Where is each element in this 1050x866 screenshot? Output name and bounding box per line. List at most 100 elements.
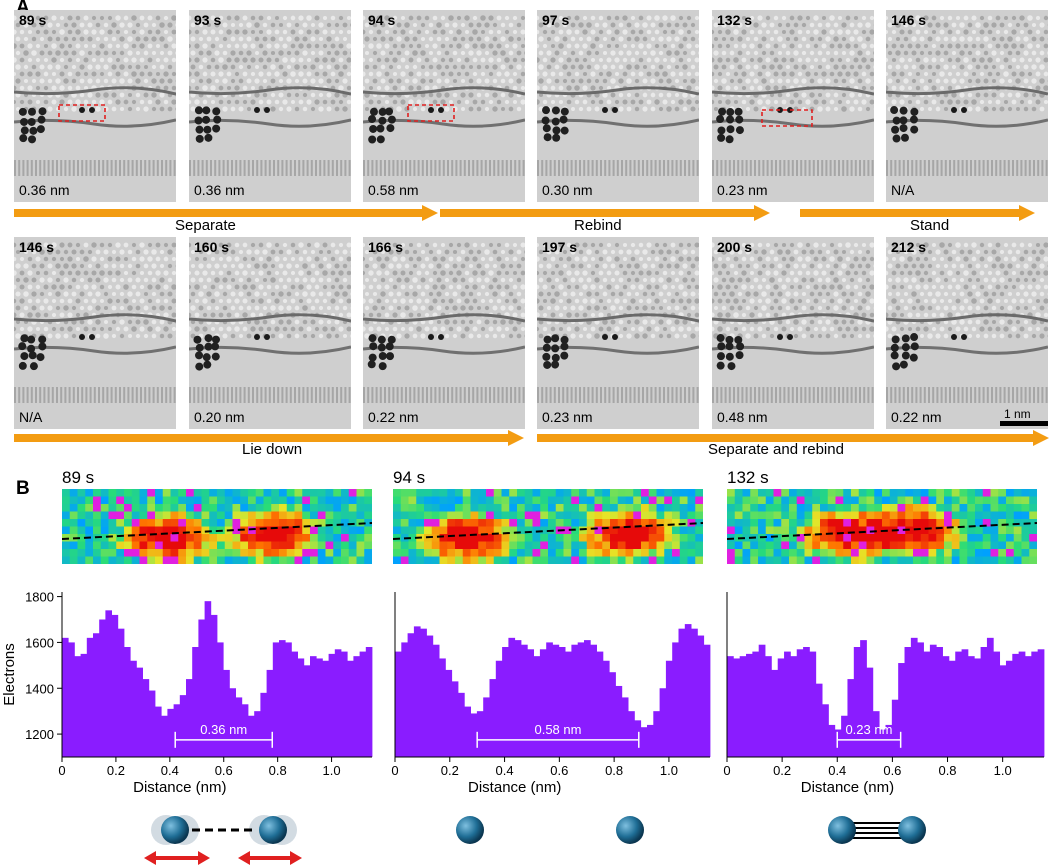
profile-bar [470,713,478,757]
schematic-separate [144,815,302,865]
profile-bar [328,653,336,757]
frame-time-label: 132 s [717,12,753,28]
profile-bar [961,649,969,757]
profile-bar [508,637,516,757]
profile-bar [167,708,174,757]
frame-time-label: 146 s [891,12,927,28]
profile-bar [186,679,193,757]
profile-bar [192,647,199,757]
profile-bar [86,637,94,757]
x-tick-label: 0.2 [107,763,125,778]
atom [161,816,189,844]
profile-bar [365,647,373,757]
profile-bar [124,647,131,757]
tem-frame: 94 s 0.58 nm [363,10,525,202]
profile-bar [322,660,329,757]
atom [259,816,287,844]
profile-bar [297,658,305,757]
x-tick-label: 0.8 [605,763,623,778]
profile-bar [672,642,679,757]
profile-bar [784,651,791,757]
atom [616,816,644,844]
profile-bar [571,644,579,757]
profile-bar [539,649,547,757]
y-axis-label: Electrons [1,643,18,706]
profile-bar [74,656,81,757]
profile-bar [105,610,112,757]
profile-bar [904,647,912,757]
frame-distance-label: 0.30 nm [542,182,593,198]
x-axis-label: Distance (nm) [133,779,226,796]
profile-bar [684,624,692,757]
profile-bar [809,651,817,757]
profile-bar [1037,649,1045,757]
profile-bar [179,695,187,757]
schematic-rebound [828,816,926,844]
profile-bar [142,679,150,757]
frame-time-label: 93 s [194,12,222,28]
profile-bar [602,660,610,757]
x-tick-label: 0.4 [496,763,514,778]
stage-separate: Separate [175,217,236,234]
atom [828,816,856,844]
atom [456,816,484,844]
profile-bar [659,688,667,757]
profile-bar [697,635,705,757]
distance-annotation-label: 0.58 nm [534,722,581,737]
x-tick-label: 1.0 [323,763,341,778]
profile-bar [558,647,566,757]
profile-bar [703,644,711,757]
profile-bar [609,672,616,757]
stage-rebind: Rebind [574,217,622,234]
distance-annotation-label: 0.36 nm [200,722,247,737]
x-tick-label: 1.0 [994,763,1012,778]
profile-bar [872,711,880,757]
profile-bar [847,679,855,757]
frame-distance-label: 0.22 nm [368,409,419,425]
distance-annotation: 0.58 nm [476,722,640,748]
profile-line [62,522,372,540]
profile-chart-94: 0 0.2 0.4 0.6 0.8 1.0 Distance (nm) 0.58 nm [391,592,711,796]
y-tick-label: 1200 [25,727,54,742]
profile-bar [765,656,772,757]
profile-bar [834,729,842,757]
profile-bar [316,658,323,757]
frame-distance-label: N/A [19,409,43,425]
profile-bar [464,706,471,757]
profile-bar [815,683,823,757]
x-tick-label: 0.6 [215,763,233,778]
profile-bar [936,647,943,757]
profile-bar [401,642,408,757]
profile-bar [993,651,1001,757]
profile-bar [502,647,509,757]
profile-bar [521,644,528,757]
frame-time-label: 200 s [717,239,753,255]
profile-bar [565,651,572,757]
profile-bar [285,642,292,757]
profile-bar [341,651,348,757]
stage-separate-and-rebind: Separate and rebind [708,441,844,458]
frame-distance-label: 0.58 nm [368,182,419,198]
x-tick-label: 0.2 [773,763,791,778]
profile-bar [733,658,741,757]
frame-distance-label: 0.36 nm [19,182,70,198]
separate-arrow [14,205,438,221]
x-tick-label: 0 [58,763,65,778]
profile-bar [235,697,243,757]
rebind-arrow [440,205,770,221]
lie-down-arrow [14,430,524,446]
frame-time-label: 94 s [368,12,396,28]
profile-bar [923,651,931,757]
profile-bar [173,704,181,757]
profile-bar [495,660,503,757]
profile-bar [974,658,981,757]
frame-time-label: 146 s [19,239,55,255]
tem-frame: 97 s 0.30 nm [537,10,699,202]
profile-bar [777,658,785,757]
profile-bar [161,715,168,757]
panel-b-label: B [16,478,30,499]
profile-bar [272,642,280,757]
tem-frame: 200 s 0.48 nm [712,237,874,429]
profile-bar [395,651,402,757]
schematic-separated [456,816,644,844]
